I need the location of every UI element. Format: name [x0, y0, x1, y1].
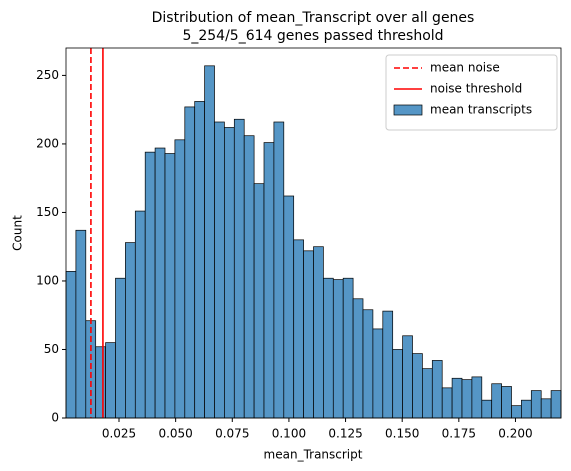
- x-tick-label: 0.150: [385, 427, 419, 441]
- histogram-bar: [412, 353, 423, 419]
- histogram-bar: [303, 250, 314, 419]
- histogram-bar: [451, 377, 463, 419]
- histogram-bar: [214, 121, 225, 419]
- legend-patch: [393, 104, 423, 116]
- y-tick-label: 100: [36, 273, 59, 287]
- histogram-bar: [521, 399, 532, 419]
- histogram-bar: [174, 139, 186, 419]
- histogram-bar: [342, 277, 354, 419]
- histogram-bar: [441, 387, 453, 419]
- histogram-bar: [184, 106, 196, 419]
- histogram-bar: [144, 151, 156, 419]
- chart-subtitle: 5_254/5_614 genes passed threshold: [182, 28, 443, 44]
- histogram-bar: [372, 328, 384, 419]
- histogram-bar: [431, 360, 443, 419]
- histogram-bar: [283, 195, 295, 419]
- histogram-bar: [501, 386, 512, 419]
- histogram-bar: [253, 183, 265, 419]
- x-tick-label: 0.025: [102, 427, 136, 441]
- x-tick-label: 0.075: [215, 427, 249, 441]
- histogram-bar: [461, 379, 473, 419]
- histogram-bar: [392, 349, 403, 419]
- histogram-bar: [65, 271, 77, 419]
- histogram-bar: [362, 309, 374, 419]
- histogram-bar: [243, 135, 255, 419]
- histogram-bar: [125, 242, 136, 419]
- y-tick-label: 0: [51, 411, 59, 425]
- y-tick-label: 50: [44, 342, 59, 356]
- histogram-bar: [273, 121, 285, 419]
- histogram-bar: [323, 277, 334, 419]
- histogram-bar: [382, 310, 394, 419]
- legend-label: mean noise: [430, 61, 500, 75]
- histogram-bar: [154, 147, 166, 419]
- x-axis-label: mean_Transcript: [264, 448, 363, 462]
- x-tick-label: 0.050: [158, 427, 192, 441]
- histogram-bar: [194, 101, 205, 419]
- histogram-bar: [115, 277, 126, 419]
- histogram-bar: [352, 298, 364, 419]
- histogram-bar: [293, 239, 304, 419]
- histogram-bar: [95, 346, 106, 419]
- y-tick-label: 250: [36, 68, 59, 82]
- histogram-bar: [540, 398, 552, 419]
- y-tick-label: 200: [36, 136, 59, 150]
- histogram-bar: [164, 153, 176, 419]
- chart-title: Distribution of mean_Transcript over all…: [152, 10, 475, 26]
- histogram-bar: [402, 335, 413, 419]
- histogram-bar: [313, 246, 324, 419]
- histogram-bar: [511, 405, 522, 419]
- histogram-bar: [134, 210, 146, 419]
- legend-label: noise threshold: [430, 82, 522, 96]
- x-tick-label: 0.200: [498, 427, 532, 441]
- histogram-bar: [332, 279, 344, 419]
- histogram-bar: [75, 229, 87, 419]
- x-tick-label: 0.125: [328, 427, 362, 441]
- histogram-bar: [471, 376, 483, 419]
- legend-box: [385, 54, 558, 131]
- histogram-bar: [491, 383, 502, 419]
- histogram-bar: [530, 390, 542, 419]
- histogram-bar: [233, 118, 245, 419]
- legend-label: mean transcripts: [430, 103, 532, 117]
- histogram-bar: [263, 142, 275, 419]
- x-tick-label: 0.175: [442, 427, 476, 441]
- y-axis-label: Count: [11, 215, 25, 251]
- histogram-bar: [105, 342, 116, 419]
- histogram-bar: [224, 127, 235, 419]
- histogram-bar: [204, 65, 215, 419]
- y-tick-label: 150: [36, 205, 59, 219]
- histogram-bar: [422, 368, 433, 419]
- histogram-bar: [481, 399, 493, 419]
- histogram-bar: [550, 390, 562, 419]
- plot-frame: [65, 47, 562, 419]
- x-tick-label: 0.100: [272, 427, 306, 441]
